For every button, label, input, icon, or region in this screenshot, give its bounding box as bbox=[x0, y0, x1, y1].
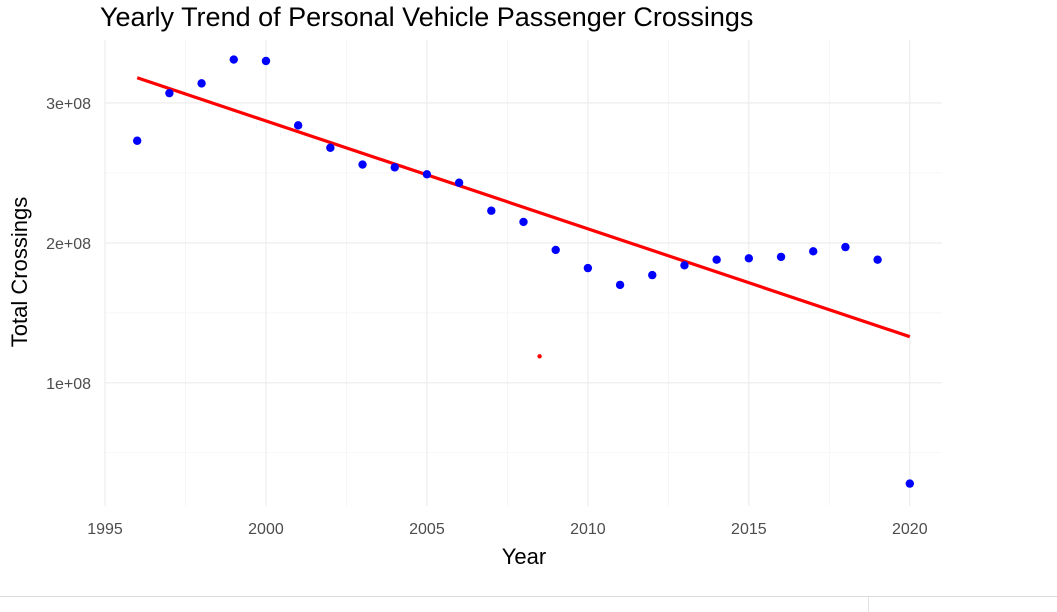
data-point bbox=[648, 270, 657, 280]
data-point bbox=[776, 252, 786, 262]
x-tick-labels: 1995 2000 2005 2010 2015 2020 bbox=[87, 521, 928, 538]
y-tick-label: 3e+08 bbox=[46, 96, 91, 113]
x-axis-title: Year bbox=[502, 544, 546, 569]
y-tick-label: 2e+08 bbox=[46, 236, 91, 253]
x-tick-label: 2015 bbox=[731, 521, 767, 538]
data-point bbox=[165, 88, 174, 98]
x-tick-label: 2005 bbox=[409, 521, 445, 538]
data-point bbox=[132, 136, 142, 145]
annotations bbox=[537, 354, 542, 359]
data-point bbox=[454, 178, 464, 187]
y-tick-labels: 1e+08 2e+08 3e+08 bbox=[46, 96, 91, 393]
data-point bbox=[680, 261, 689, 270]
annotation-point bbox=[537, 354, 542, 359]
data-point bbox=[809, 247, 818, 256]
data-point bbox=[229, 55, 238, 64]
data-point bbox=[712, 255, 721, 264]
data-point bbox=[390, 163, 399, 172]
data-point bbox=[293, 121, 303, 130]
data-point bbox=[422, 170, 432, 179]
data-point bbox=[551, 245, 560, 255]
y-tick-label: 1e+08 bbox=[46, 376, 91, 393]
data-point bbox=[358, 160, 367, 169]
data-point bbox=[197, 79, 206, 88]
data-point bbox=[615, 280, 625, 290]
chart-title: Yearly Trend of Personal Vehicle Passeng… bbox=[100, 2, 753, 32]
y-axis-title: Total Crossings bbox=[7, 197, 32, 347]
x-tick-label: 2010 bbox=[570, 521, 606, 538]
grid bbox=[104, 40, 942, 506]
bottom-bar-divider bbox=[868, 597, 869, 612]
chart: Yearly Trend of Personal Vehicle Passeng… bbox=[7, 2, 942, 569]
data-point bbox=[583, 263, 593, 273]
data-point bbox=[519, 217, 528, 227]
data-point bbox=[905, 479, 915, 488]
trend-line bbox=[136, 76, 911, 339]
x-tick-label: 1995 bbox=[87, 521, 123, 538]
data-point bbox=[487, 206, 496, 215]
window-bottom-bar bbox=[0, 596, 1057, 612]
data-points bbox=[132, 55, 915, 488]
data-point bbox=[326, 143, 335, 152]
data-point bbox=[873, 255, 882, 264]
data-point bbox=[744, 254, 754, 263]
data-point bbox=[261, 56, 271, 66]
data-point bbox=[841, 242, 850, 252]
x-tick-label: 2020 bbox=[892, 521, 928, 538]
x-tick-label: 2000 bbox=[248, 521, 284, 538]
